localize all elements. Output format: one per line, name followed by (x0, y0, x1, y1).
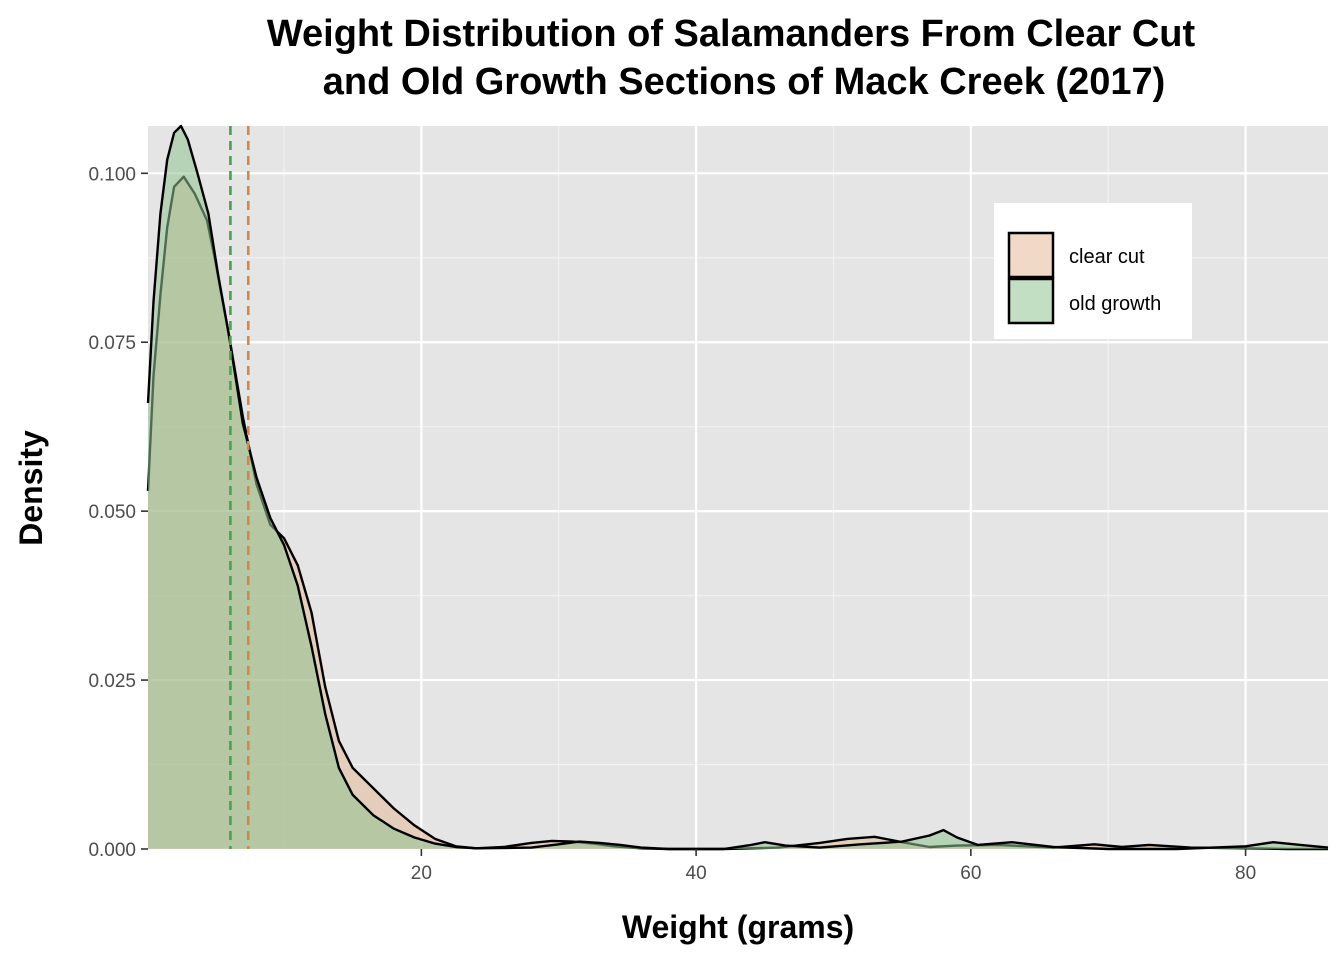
chart-title-line-2: and Old Growth Sections of Mack Creek (2… (323, 61, 1166, 103)
x-tick-label: 40 (686, 863, 707, 884)
y-tick-label: 0.075 (88, 333, 136, 354)
y-tick-label: 0.025 (88, 671, 136, 692)
legend-key-old-growth (1007, 277, 1055, 325)
major-gridlines (148, 126, 1328, 851)
legend: clear cut old growth (994, 203, 1192, 339)
chart-title-line-1: Weight Distribution of Salamanders From … (267, 13, 1196, 55)
legend-key-clear-cut (1007, 231, 1055, 279)
mean-lines (229, 126, 250, 849)
density-areas (146, 124, 1329, 851)
density-line-old-growth (146, 124, 1329, 851)
x-axis: 20 40 60 80 (411, 849, 1256, 884)
y-axis-title: Density (13, 430, 49, 546)
x-tick-label: 20 (411, 863, 432, 884)
legend-label-clear-cut: clear cut (1069, 246, 1145, 268)
y-tick-label: 0.050 (88, 502, 136, 523)
y-axis: 0.000 0.025 0.050 0.075 0.100 (88, 164, 148, 861)
y-tick-label: 0.100 (88, 164, 136, 185)
x-tick-label: 60 (960, 863, 981, 884)
density-area-old-growth (148, 126, 1328, 849)
x-tick-label: 80 (1235, 863, 1256, 884)
legend-label-old-growth: old growth (1069, 293, 1161, 315)
y-tick-label: 0.000 (88, 840, 136, 861)
x-axis-title: Weight (grams) (622, 909, 854, 945)
